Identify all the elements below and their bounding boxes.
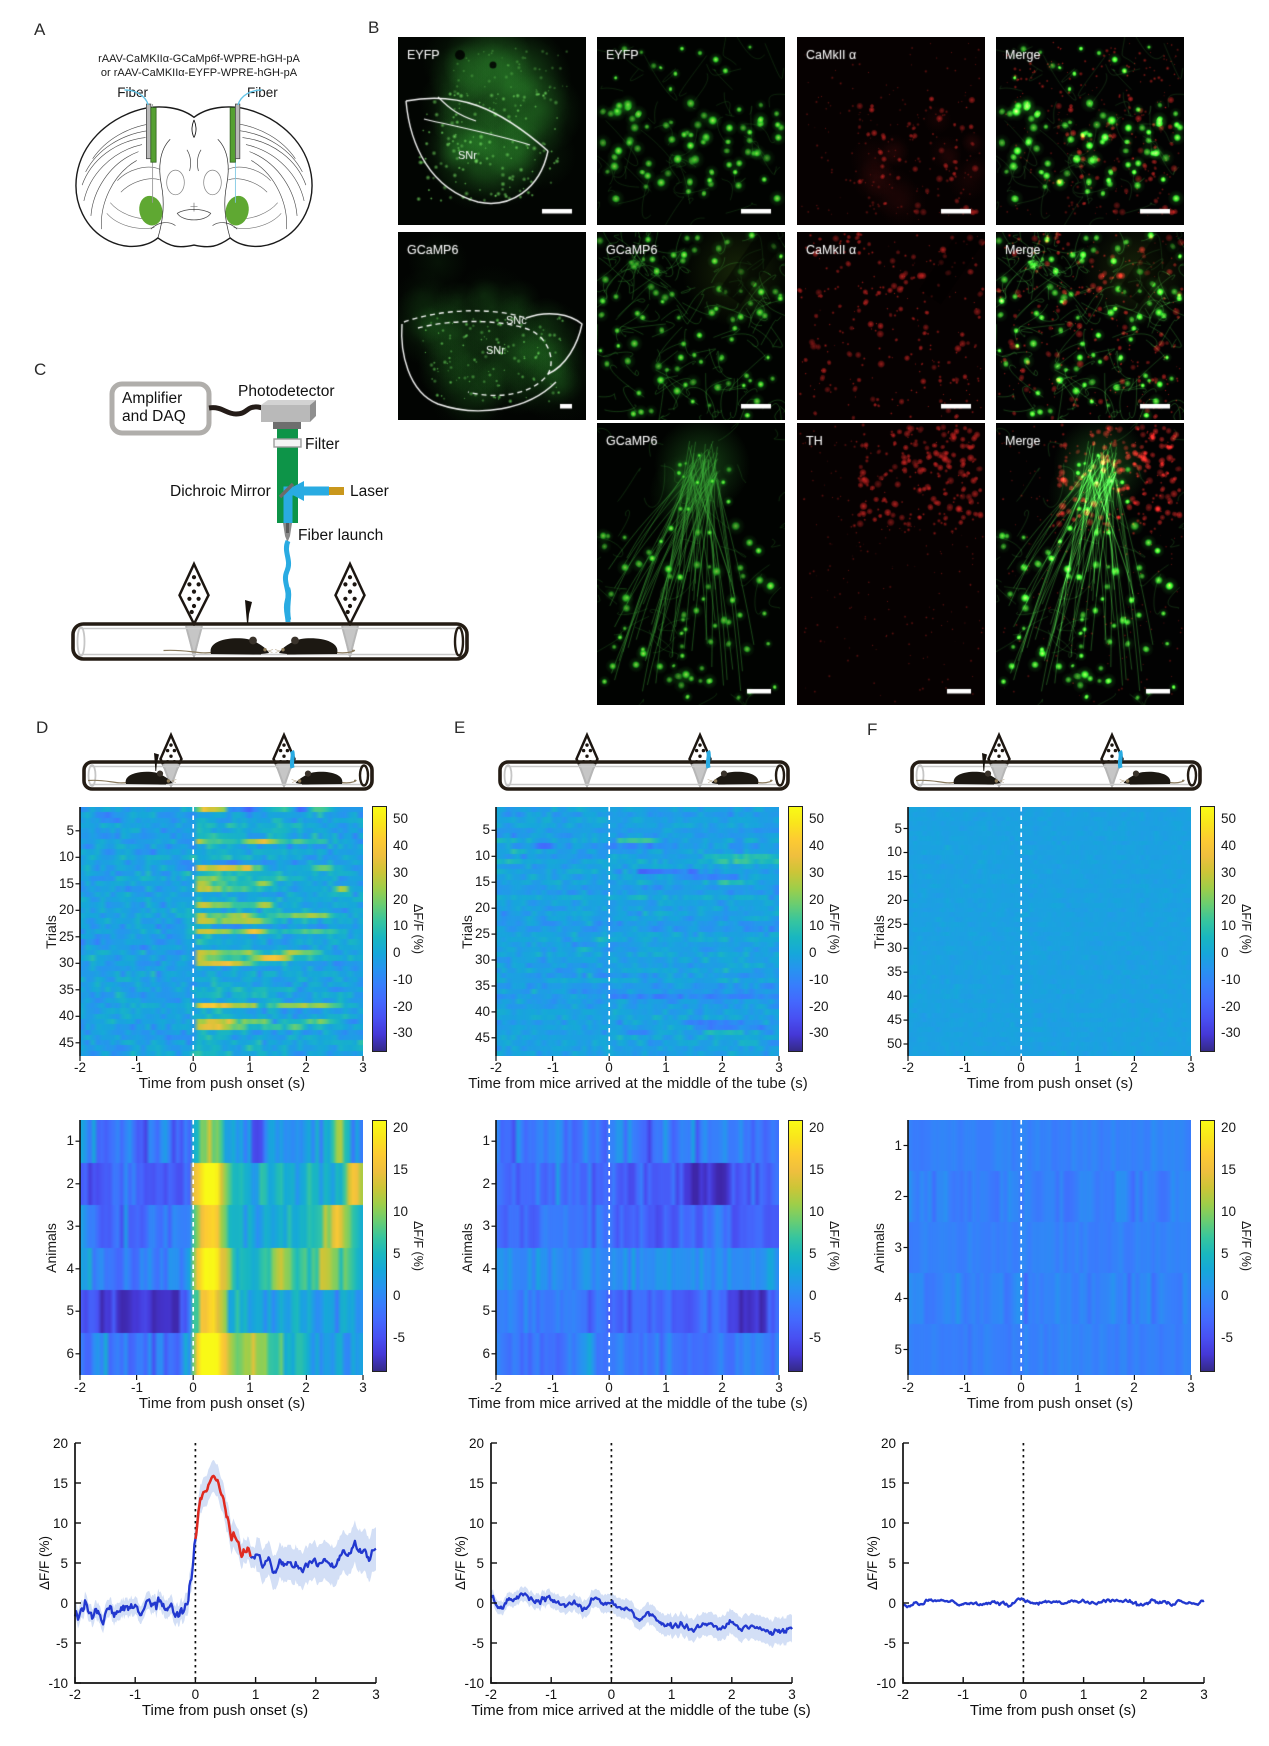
svg-text:and DAQ: and DAQ xyxy=(122,408,186,425)
svg-text:10: 10 xyxy=(53,1516,68,1531)
svg-text:10: 10 xyxy=(469,1516,484,1531)
svg-text:0: 0 xyxy=(888,1596,896,1611)
svg-text:Filter: Filter xyxy=(305,436,339,453)
svg-text:20: 20 xyxy=(53,1436,68,1451)
svg-text:2: 2 xyxy=(312,1687,320,1702)
svg-text:Photodetector: Photodetector xyxy=(238,383,335,400)
svg-text:-10: -10 xyxy=(48,1676,68,1691)
svg-text:ΔF/F (%): ΔF/F (%) xyxy=(453,1536,468,1590)
svg-text:Dichroic Mirror: Dichroic Mirror xyxy=(170,483,271,500)
svg-text:-5: -5 xyxy=(884,1636,896,1651)
svg-text:-2: -2 xyxy=(897,1687,909,1702)
svg-text:Amplifier: Amplifier xyxy=(122,390,182,407)
svg-text:3: 3 xyxy=(1200,1687,1208,1702)
svg-text:-10: -10 xyxy=(876,1676,896,1691)
svg-text:-2: -2 xyxy=(485,1687,497,1702)
svg-text:3: 3 xyxy=(372,1687,380,1702)
svg-text:Time from mice arrived at the: Time from mice arrived at the middle of … xyxy=(471,1702,811,1719)
svg-text:-1: -1 xyxy=(545,1687,557,1702)
svg-text:0: 0 xyxy=(1020,1687,1028,1702)
svg-text:1: 1 xyxy=(1080,1687,1088,1702)
svg-text:1: 1 xyxy=(252,1687,260,1702)
svg-text:ΔF/F (%): ΔF/F (%) xyxy=(37,1536,52,1590)
svg-text:0: 0 xyxy=(192,1687,200,1702)
svg-text:-1: -1 xyxy=(129,1687,141,1702)
svg-text:1: 1 xyxy=(668,1687,676,1702)
svg-text:Laser: Laser xyxy=(350,483,389,500)
svg-text:15: 15 xyxy=(881,1476,896,1491)
svg-text:-5: -5 xyxy=(472,1636,484,1651)
svg-text:20: 20 xyxy=(881,1436,896,1451)
svg-text:Fiber launch: Fiber launch xyxy=(298,527,383,544)
svg-text:10: 10 xyxy=(881,1516,896,1531)
svg-text:20: 20 xyxy=(469,1436,484,1451)
svg-text:-5: -5 xyxy=(56,1636,68,1651)
svg-text:5: 5 xyxy=(888,1556,896,1571)
svg-text:ΔF/F (%): ΔF/F (%) xyxy=(865,1536,880,1590)
svg-text:-10: -10 xyxy=(464,1676,484,1691)
svg-text:15: 15 xyxy=(469,1476,484,1491)
svg-text:-2: -2 xyxy=(69,1687,81,1702)
svg-text:Time from push onset (s): Time from push onset (s) xyxy=(970,1702,1136,1719)
svg-text:5: 5 xyxy=(60,1556,68,1571)
svg-text:Time from push onset (s): Time from push onset (s) xyxy=(142,1702,308,1719)
svg-text:15: 15 xyxy=(53,1476,68,1491)
svg-text:0: 0 xyxy=(608,1687,616,1702)
svg-text:2: 2 xyxy=(728,1687,736,1702)
svg-text:0: 0 xyxy=(60,1596,68,1611)
svg-text:5: 5 xyxy=(476,1556,484,1571)
svg-text:3: 3 xyxy=(788,1687,796,1702)
svg-text:-1: -1 xyxy=(957,1687,969,1702)
svg-text:0: 0 xyxy=(476,1596,484,1611)
svg-text:2: 2 xyxy=(1140,1687,1148,1702)
